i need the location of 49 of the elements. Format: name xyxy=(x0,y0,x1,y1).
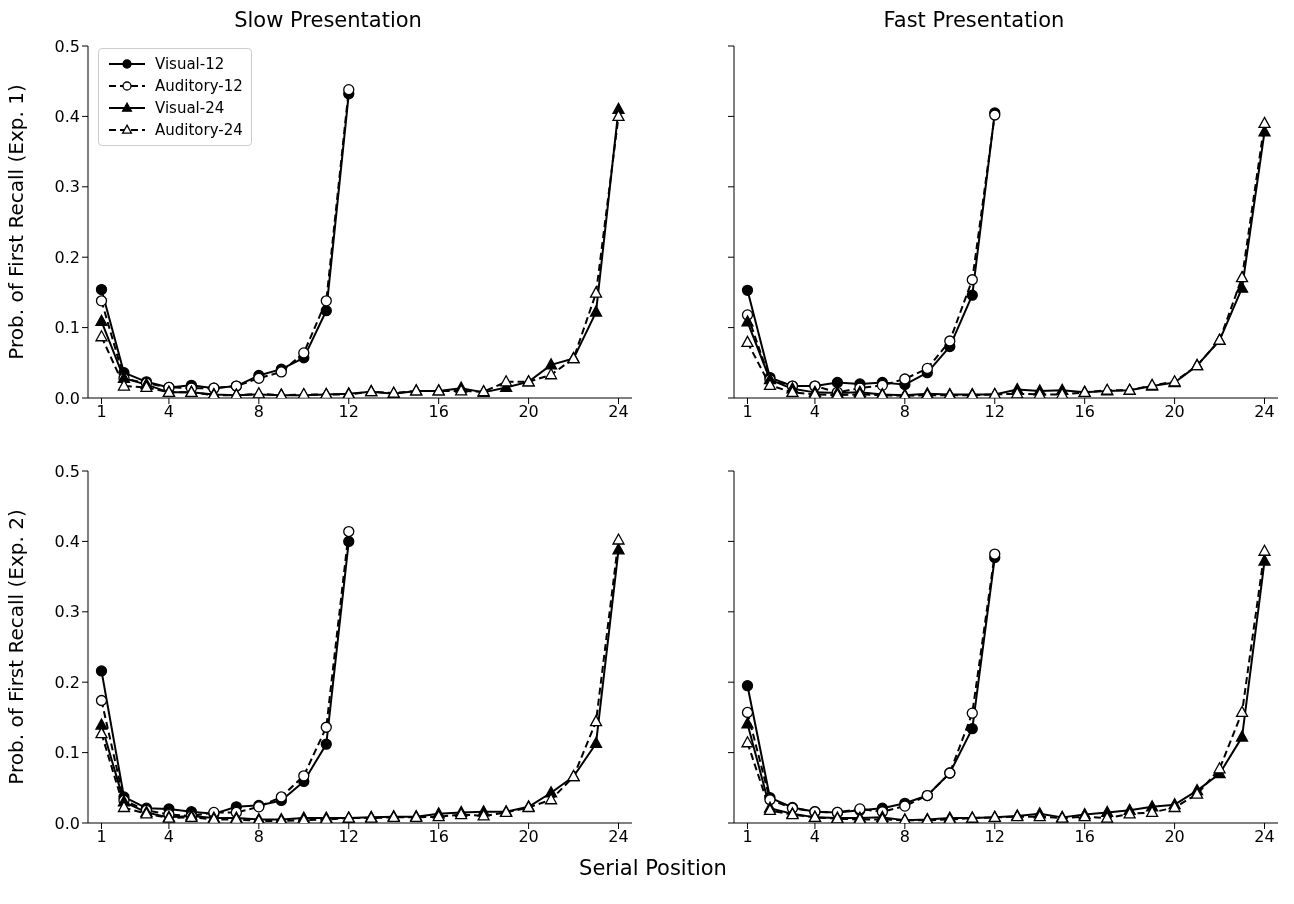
legend-label: Visual-24 xyxy=(155,98,225,119)
x-tick-label: 16 xyxy=(1074,402,1095,422)
x-tick-label: 12 xyxy=(984,827,1005,847)
y-axis-title: Prob. of First Recall (Exp. 1) xyxy=(4,84,29,360)
legend-label: Auditory-24 xyxy=(155,120,243,141)
x-tick-label: 12 xyxy=(338,402,359,422)
y-tick-label: 0.1 xyxy=(54,743,80,763)
y-tick-label: 0.3 xyxy=(54,602,80,622)
x-tick-label: 4 xyxy=(163,402,175,422)
x-tick-label: 16 xyxy=(428,827,449,847)
y-tick-label: 0.0 xyxy=(54,388,80,408)
y-tick-label: 0.2 xyxy=(54,247,80,267)
y-axis-title: Prob. of First Recall (Exp. 2) xyxy=(4,509,29,785)
x-tick-label: 24 xyxy=(1254,402,1275,422)
chart-title: Fast Presentation xyxy=(882,8,1066,34)
x-tick-label: 20 xyxy=(518,827,539,847)
x-tick-label: 24 xyxy=(608,827,629,847)
y-tick-label: 0.0 xyxy=(54,813,80,833)
x-tick-label: 24 xyxy=(608,402,629,422)
y-tick-label: 0.4 xyxy=(54,107,80,127)
y-tick-label: 0.3 xyxy=(54,177,80,197)
x-tick-label: 24 xyxy=(1254,827,1275,847)
x-tick-label: 8 xyxy=(253,827,264,847)
x-tick-label: 20 xyxy=(518,402,539,422)
x-tick-label: 16 xyxy=(1074,827,1095,847)
x-tick-label: 1 xyxy=(96,402,107,422)
x-tick-label: 1 xyxy=(742,827,753,847)
x-tick-label: 16 xyxy=(428,402,449,422)
x-tick-label: 4 xyxy=(163,827,175,847)
x-tick-label: 1 xyxy=(96,827,107,847)
chart-title: Slow Presentation xyxy=(233,8,423,34)
y-tick-label: 0.2 xyxy=(54,672,80,692)
x-tick-label: 8 xyxy=(899,827,910,847)
y-tick-label: 0.1 xyxy=(54,318,80,338)
x-tick-label: 8 xyxy=(253,402,264,422)
x-tick-label: 1 xyxy=(742,402,753,422)
legend-label: Visual-12 xyxy=(155,54,225,75)
x-tick-label: 4 xyxy=(809,402,821,422)
y-tick-label: 0.4 xyxy=(54,532,80,552)
x-tick-label: 8 xyxy=(899,402,910,422)
y-tick-label: 0.5 xyxy=(54,36,80,56)
x-tick-label: 20 xyxy=(1164,402,1185,422)
x-tick-label: 12 xyxy=(338,827,359,847)
x-tick-label: 20 xyxy=(1164,827,1185,847)
x-tick-label: 12 xyxy=(984,402,1005,422)
x-axis-title: Serial Position xyxy=(578,856,728,880)
y-tick-label: 0.5 xyxy=(54,461,80,481)
legend-label: Auditory-12 xyxy=(155,76,243,97)
x-tick-label: 4 xyxy=(809,827,821,847)
